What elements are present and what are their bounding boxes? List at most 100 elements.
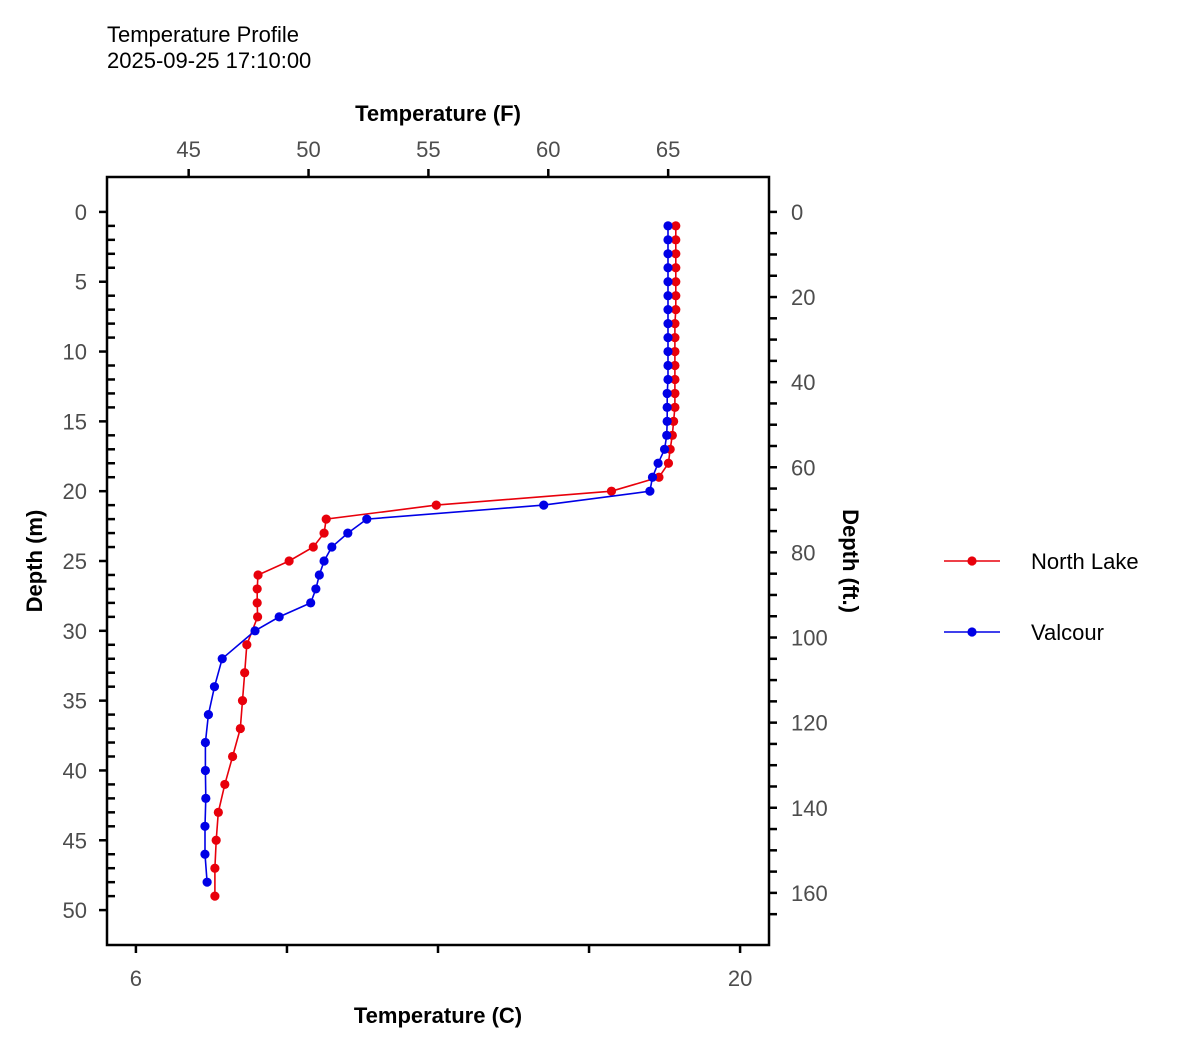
left-y-tick-label: 10 xyxy=(63,340,87,365)
data-point-valcour xyxy=(662,388,672,399)
data-point-north-lake xyxy=(670,319,680,329)
left-y-tick-label: 35 xyxy=(63,689,87,714)
bottom-x-tick-label: 20 xyxy=(728,966,752,991)
data-point-north-lake xyxy=(253,612,263,622)
legend-marker-north-lake xyxy=(967,556,977,566)
data-point-valcour xyxy=(659,444,670,454)
data-point-north-lake xyxy=(319,528,329,538)
data-point-valcour xyxy=(663,263,673,273)
left-y-tick-label: 15 xyxy=(63,409,87,434)
data-point-north-lake xyxy=(670,388,680,399)
data-point-north-lake xyxy=(252,584,262,594)
legend-label-valcour: Valcour xyxy=(1031,620,1104,645)
data-point-north-lake xyxy=(671,235,681,245)
data-point-valcour xyxy=(647,472,658,482)
top-x-axis-fahrenheit: 45 50 55 60 65 xyxy=(176,137,680,177)
legend-label-north-lake: North Lake xyxy=(1031,549,1139,574)
right-y-tick-label: 120 xyxy=(791,711,828,736)
data-point-valcour xyxy=(663,346,673,357)
data-point-north-lake xyxy=(671,291,681,301)
data-point-valcour xyxy=(663,305,673,315)
data-point-valcour xyxy=(311,584,321,594)
left-y-tick-label: 50 xyxy=(63,898,87,923)
left-y-tick-label: 45 xyxy=(63,828,87,853)
data-point-valcour xyxy=(327,542,337,552)
data-point-north-lake xyxy=(671,221,681,231)
data-point-valcour xyxy=(217,654,227,664)
data-point-north-lake xyxy=(431,500,441,510)
data-point-north-lake xyxy=(671,305,681,315)
data-point-valcour xyxy=(200,737,210,748)
data-point-valcour xyxy=(274,612,284,622)
right-axis-title: Depth (ft.) xyxy=(838,509,863,613)
left-y-tick-label: 0 xyxy=(75,200,87,225)
data-point-north-lake xyxy=(213,807,223,817)
data-point-valcour xyxy=(200,821,210,831)
data-point-north-lake xyxy=(671,277,681,287)
top-x-tick-label: 60 xyxy=(536,137,560,162)
right-y-tick-label: 100 xyxy=(791,626,828,651)
bottom-axis-title: Temperature (C) xyxy=(354,1003,522,1028)
data-point-north-lake xyxy=(237,696,248,706)
data-point-valcour xyxy=(663,249,673,259)
right-y-axis-feet: 0 20 40 60 80 100 120 140 160 xyxy=(769,200,828,916)
right-y-tick-label: 60 xyxy=(791,455,815,480)
data-point-valcour xyxy=(306,598,316,608)
data-point-valcour xyxy=(314,570,324,580)
data-point-north-lake xyxy=(671,249,681,259)
right-y-tick-label: 140 xyxy=(791,796,828,821)
bottom-x-axis-celsius: 6 20 xyxy=(130,945,752,991)
left-y-tick-label: 25 xyxy=(63,549,87,574)
data-point-north-lake xyxy=(220,779,230,790)
chart-title: Temperature Profile xyxy=(107,22,299,47)
data-point-valcour xyxy=(663,374,673,385)
data-point-valcour xyxy=(209,682,220,692)
top-x-tick-label: 65 xyxy=(656,137,680,162)
top-x-tick-label: 55 xyxy=(416,137,440,162)
top-axis-title: Temperature (F) xyxy=(355,101,521,126)
series-line-valcour xyxy=(204,225,669,883)
top-x-tick-label: 50 xyxy=(296,137,320,162)
data-point-valcour xyxy=(343,528,353,538)
data-point-north-lake xyxy=(670,332,680,343)
top-x-tick-label: 45 xyxy=(176,137,200,162)
right-y-tick-label: 20 xyxy=(791,285,815,310)
data-point-north-lake xyxy=(308,542,318,552)
data-point-valcour xyxy=(203,710,214,720)
data-point-valcour xyxy=(663,235,673,245)
data-point-north-lake xyxy=(211,835,221,845)
left-y-tick-label: 20 xyxy=(63,479,87,504)
data-point-valcour xyxy=(662,402,672,412)
data-point-valcour xyxy=(201,793,211,803)
data-point-valcour xyxy=(663,319,673,329)
data-point-north-lake xyxy=(242,640,252,650)
data-point-valcour xyxy=(662,416,672,426)
data-point-north-lake xyxy=(210,863,220,873)
right-y-tick-label: 160 xyxy=(791,881,828,906)
data-point-north-lake xyxy=(284,556,294,566)
legend-marker-valcour xyxy=(967,627,977,637)
data-point-valcour xyxy=(663,221,673,231)
data-point-valcour xyxy=(662,430,672,440)
data-point-north-lake xyxy=(606,486,617,496)
data-point-valcour xyxy=(663,360,673,371)
data-point-north-lake xyxy=(227,751,238,762)
data-point-valcour xyxy=(362,514,372,524)
data-point-valcour xyxy=(250,626,260,636)
data-point-valcour xyxy=(663,291,673,301)
left-y-axis-meters: 0 5 10 15 20 25 30 35 40 45 50 xyxy=(63,200,115,923)
data-point-valcour xyxy=(200,765,210,776)
data-point-north-lake xyxy=(670,402,680,412)
data-point-north-lake xyxy=(235,723,245,734)
data-point-north-lake xyxy=(663,458,674,468)
data-point-north-lake xyxy=(670,346,680,357)
data-point-valcour xyxy=(200,849,210,859)
series-layer xyxy=(200,221,681,901)
data-point-north-lake xyxy=(654,472,664,482)
right-y-tick-label: 80 xyxy=(791,540,815,565)
data-point-north-lake xyxy=(671,263,681,273)
data-point-valcour xyxy=(663,332,673,343)
legend: North Lake Valcour xyxy=(944,549,1139,645)
series-line-north-lake xyxy=(214,225,677,897)
left-y-tick-label: 40 xyxy=(63,758,87,783)
